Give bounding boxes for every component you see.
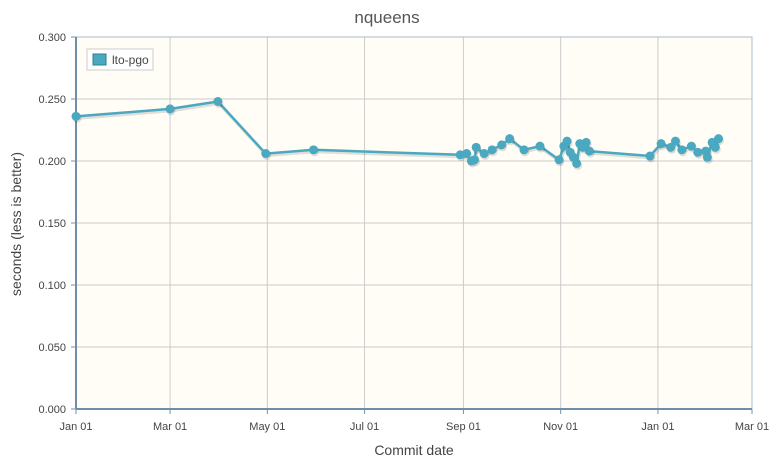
data-point	[165, 104, 175, 114]
data-point	[479, 149, 489, 159]
data-point	[714, 134, 724, 144]
data-point	[693, 147, 703, 157]
data-point	[581, 137, 591, 147]
x-tick-label: May 01	[249, 421, 285, 433]
data-point	[710, 142, 720, 152]
legend-label: lto-pgo	[112, 53, 149, 67]
data-point	[462, 149, 472, 159]
y-tick-label: 0.100	[38, 280, 66, 292]
data-point	[71, 111, 81, 121]
data-point	[309, 145, 319, 155]
data-point	[497, 140, 507, 150]
y-axis-title: seconds (less is better)	[8, 152, 24, 296]
data-point	[470, 155, 480, 165]
x-tick-label: Jul 01	[350, 421, 379, 433]
x-axis-title: Commit date	[374, 442, 454, 458]
x-tick-label: Mar 01	[735, 421, 769, 433]
x-tick-label: Jan 01	[641, 421, 674, 433]
data-point	[584, 146, 594, 156]
data-point	[645, 151, 655, 161]
data-point	[572, 158, 582, 168]
data-point	[535, 141, 545, 151]
x-tick-label: Sep 01	[446, 421, 481, 433]
data-point	[677, 145, 687, 155]
y-tick-label: 0.300	[38, 32, 66, 44]
x-tick-label: Nov 01	[543, 421, 578, 433]
data-point	[213, 96, 223, 106]
data-point	[519, 145, 529, 155]
series-layer	[71, 96, 725, 170]
x-tick-label: Mar 01	[153, 421, 187, 433]
data-point	[505, 134, 515, 144]
data-point	[487, 145, 497, 155]
data-point	[702, 152, 712, 162]
data-point	[562, 136, 572, 146]
legend: lto-pgo	[86, 48, 154, 71]
data-point	[554, 155, 564, 165]
y-tick-label: 0.050	[38, 342, 66, 354]
data-point	[686, 141, 696, 151]
data-point	[471, 142, 481, 152]
data-point	[261, 149, 271, 159]
y-tick-label: 0.200	[38, 156, 66, 168]
legend-swatch	[92, 53, 107, 66]
y-axis-ticks: 0.000 0.050 0.100 0.150 0.200 0.250 0.300	[38, 32, 76, 416]
y-tick-label: 0.000	[38, 404, 66, 416]
y-tick-label: 0.250	[38, 94, 66, 106]
data-point	[656, 139, 666, 149]
x-tick-label: Jan 01	[59, 421, 92, 433]
data-point	[670, 136, 680, 146]
y-tick-label: 0.150	[38, 218, 66, 230]
x-axis-ticks: Jan 01 Mar 01 May 01 Jul 01 Sep 01 Nov 01 Jan …	[59, 409, 769, 433]
chart-title: nqueens	[354, 8, 419, 27]
data-point	[666, 142, 676, 152]
